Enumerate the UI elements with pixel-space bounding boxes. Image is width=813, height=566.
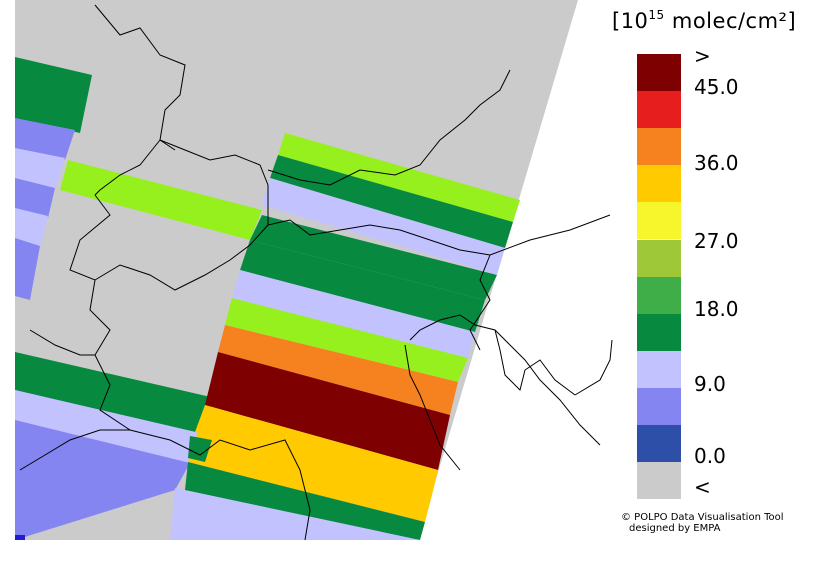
credit-line-1: © POLPO Data Visualisation Tool xyxy=(621,512,784,523)
legend-label: 27.0 xyxy=(694,229,739,253)
pixel-band xyxy=(15,208,48,248)
legend-label: 18.0 xyxy=(694,297,739,321)
legend-swatch xyxy=(637,91,681,129)
credit-line-2: designed by EMPA xyxy=(629,523,721,534)
border-switzerland-north xyxy=(159,139,269,186)
legend-swatch xyxy=(637,239,681,277)
border-france-south xyxy=(29,329,95,356)
pixel-band xyxy=(262,178,505,275)
pixel-band xyxy=(188,432,432,522)
unit-label: [1015 molec/cm²] xyxy=(612,8,797,33)
legend-swatch xyxy=(637,425,681,463)
coast-adriatic xyxy=(409,314,601,446)
pixel-band xyxy=(15,57,92,133)
pixel-band xyxy=(15,118,75,160)
border-croatia xyxy=(574,339,613,396)
border-west-inland xyxy=(19,429,130,471)
border-france-italy xyxy=(89,279,311,541)
pixel-band xyxy=(15,148,65,190)
pixel-band xyxy=(60,160,262,240)
legend-swatch xyxy=(637,462,681,500)
pixel-band xyxy=(170,488,420,540)
pixel-band xyxy=(15,420,190,540)
pixel-band xyxy=(250,215,497,300)
border-italy-slovenia xyxy=(469,254,491,351)
pixel-band xyxy=(205,352,450,470)
legend-label: 36.0 xyxy=(694,151,739,175)
legend-swatch xyxy=(637,350,681,388)
legend-swatch xyxy=(637,54,681,92)
no2-column-pixels xyxy=(15,0,578,540)
pixel-band xyxy=(188,436,212,462)
legend-label: 0.0 xyxy=(694,444,726,468)
border-switzerland-west xyxy=(94,139,161,196)
pixel-band xyxy=(15,178,55,218)
pixel-band xyxy=(185,462,425,540)
legend-swatch xyxy=(637,313,681,351)
legend-swatch xyxy=(637,128,681,166)
coast-istria xyxy=(494,329,576,396)
pixel-band xyxy=(195,405,438,495)
legend-swatch xyxy=(637,202,681,240)
border-switzerland-south xyxy=(69,185,269,291)
legend-label: < xyxy=(694,475,711,499)
pixel-band xyxy=(240,240,485,332)
pixel-band xyxy=(278,133,520,222)
credit-text: © POLPO Data Visualisation Tool designed… xyxy=(621,512,784,534)
legend-swatch xyxy=(637,165,681,203)
pixel-band xyxy=(15,535,25,540)
pixel-band xyxy=(15,238,40,300)
border-austria-italy xyxy=(267,214,611,256)
pixel-band xyxy=(15,390,200,465)
country-borders xyxy=(19,4,613,541)
pixel-band xyxy=(218,325,458,415)
border-austria-germany xyxy=(267,69,511,186)
border-france-germany xyxy=(94,4,186,151)
legend-label: 9.0 xyxy=(694,372,726,396)
legend-swatch xyxy=(637,387,681,425)
pixel-band xyxy=(270,155,513,248)
legend-label: > xyxy=(694,44,711,68)
coast-italy-east xyxy=(404,344,461,471)
pixel-band xyxy=(15,352,215,435)
legend-label: 45.0 xyxy=(694,75,739,99)
legend-swatch xyxy=(637,276,681,314)
